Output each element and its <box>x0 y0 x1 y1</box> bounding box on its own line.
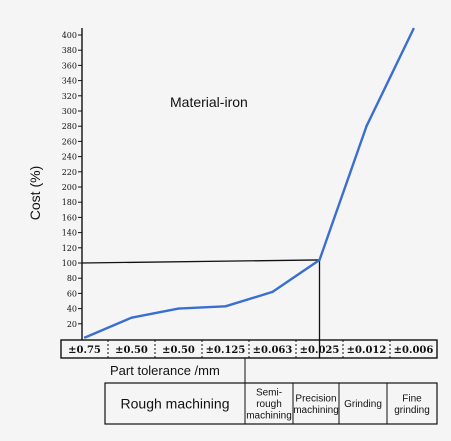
tolerance-label: ±0.012 <box>347 345 387 356</box>
process-label: Rough machining <box>121 396 230 412</box>
y-tick-label: 260 <box>62 137 77 146</box>
data-point <box>318 258 321 262</box>
reference-lines <box>81 259 321 358</box>
y-tick-label: 280 <box>62 122 77 131</box>
tolerance-label: ±0.75 <box>68 345 101 356</box>
process-label: Fine grinding <box>394 393 430 416</box>
tolerance-label: ±0.025 <box>300 345 340 356</box>
tolerance-label: ±0.50 <box>115 345 148 356</box>
process-label: Grinding <box>344 399 382 410</box>
y-tick-label: 60 <box>67 289 77 298</box>
tolerance-label: ±0.125 <box>206 345 246 356</box>
process-label: Precision machining <box>293 393 339 416</box>
y-tick-label: 20 <box>67 320 77 329</box>
y-axis: 20 40 60 80 100 120 140 160 180 200 220 240 260 280 30… <box>62 28 83 340</box>
y-tick-label: 80 <box>67 274 77 283</box>
y-tick-label: 200 <box>62 183 77 192</box>
y-tick-label: 180 <box>62 198 77 207</box>
y-tick-label: 240 <box>62 153 77 162</box>
data-point <box>83 336 87 339</box>
material-annotation: Material-iron <box>170 94 248 110</box>
data-point <box>177 307 180 310</box>
y-tick-label: 340 <box>62 77 77 86</box>
data-point <box>130 316 133 319</box>
process-label: Semi-rough machining <box>246 388 292 422</box>
y-tick-label: 140 <box>62 229 77 238</box>
y-axis-label: Cost (%) <box>27 166 43 220</box>
tolerance-label: ±0.50 <box>162 345 195 356</box>
tolerance-label: ±0.063 <box>253 345 293 356</box>
reference-horizontal-line <box>81 259 320 264</box>
cost-line-series <box>83 27 415 339</box>
y-tick-label: 380 <box>62 46 77 55</box>
y-tick-label: 360 <box>62 61 77 70</box>
data-point <box>224 305 227 308</box>
tolerance-row: ±0.75 ±0.50 ±0.50 ±0.125 ±0.063 ±0.025 ±0.012 ±… <box>60 339 438 359</box>
y-tick-label: 400 <box>62 31 77 40</box>
y-tick-label: 300 <box>62 107 77 116</box>
data-point <box>412 27 415 31</box>
tolerance-label: ±0.006 <box>394 345 434 356</box>
data-point <box>365 125 368 128</box>
y-tick-label: 220 <box>62 168 77 177</box>
y-tick-label: 120 <box>62 244 77 253</box>
x-axis-label: Part tolerance /mm <box>110 363 220 378</box>
y-tick-label: 100 <box>62 259 77 268</box>
y-tick-label: 160 <box>62 213 77 222</box>
process-table: Rough machining Semi-rough machiningPrecis… <box>104 358 438 425</box>
process-table-border <box>104 382 438 425</box>
y-tick-label: 320 <box>62 92 77 101</box>
y-tick-label: 40 <box>67 305 77 314</box>
cost-line <box>84 28 415 339</box>
data-point <box>271 290 274 294</box>
